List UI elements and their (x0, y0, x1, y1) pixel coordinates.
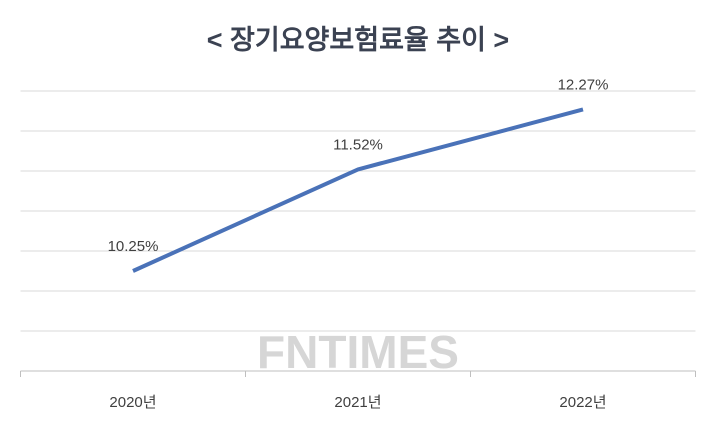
x-tick-label: 2021년 (334, 394, 381, 411)
data-label: 11.52% (333, 136, 383, 153)
data-line (132, 107, 584, 273)
x-tick-label: 2020년 (109, 394, 156, 411)
x-tick-label: 2022년 (559, 394, 606, 411)
data-label: 12.27% (558, 76, 609, 93)
watermark: FNTIMES (257, 326, 459, 378)
data-label: 10.25% (108, 238, 159, 255)
chart-title: < 장기요양보험료율 추이 > (207, 25, 509, 55)
